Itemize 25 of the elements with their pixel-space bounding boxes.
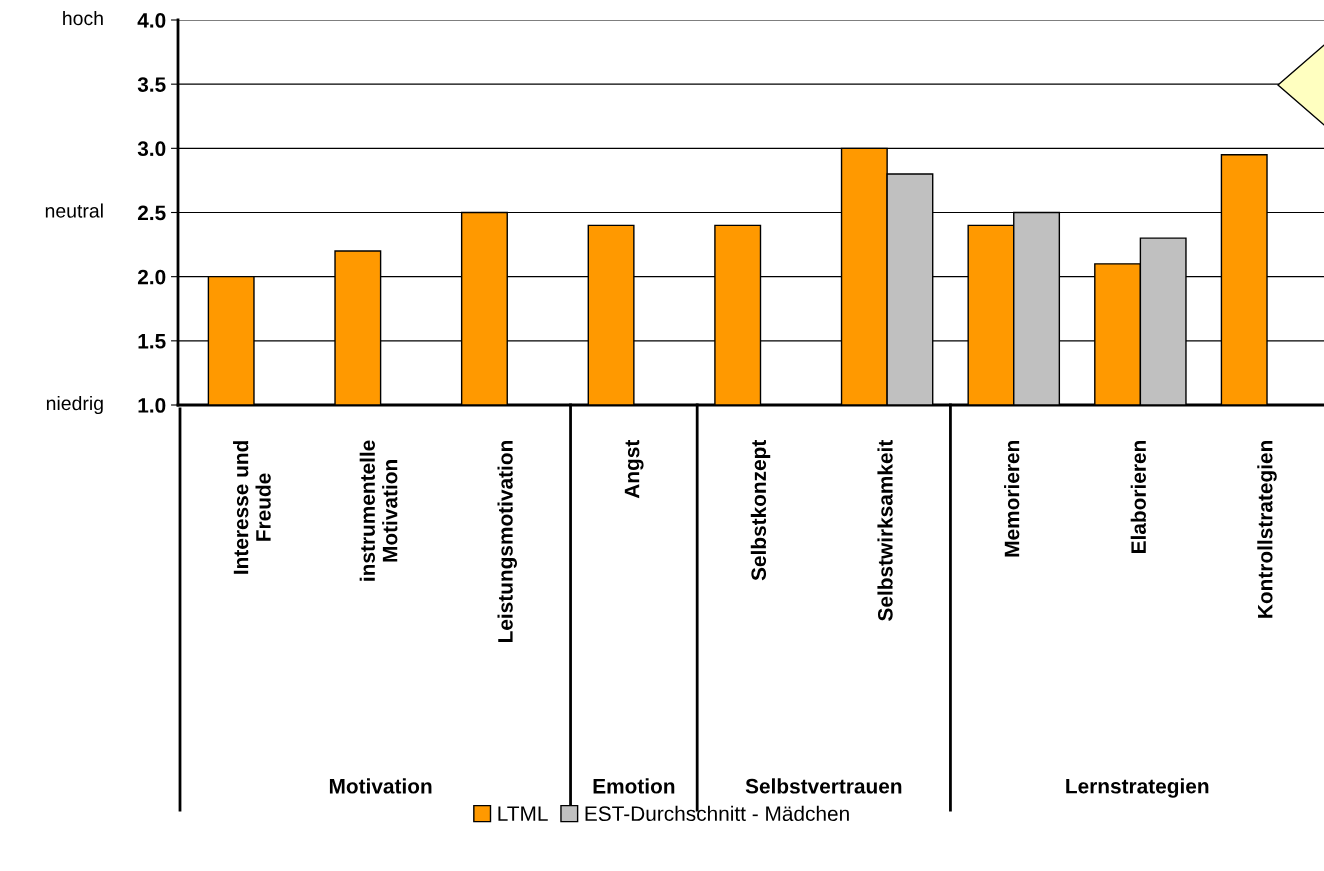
x-tick-label: Kontrollstrategien: [1257, 441, 1277, 618]
text: Motivation: [329, 778, 432, 794]
text: hoch: [63, 10, 103, 26]
legend-label: EST-Durchschnitt - Mädchen: [585, 805, 849, 822]
y-tick-label: 1.0: [138, 398, 166, 413]
x-tick-label: Angst: [624, 439, 644, 499]
legend-label: LTML: [498, 806, 548, 821]
x-tick-label: Memorieren: [1004, 441, 1020, 557]
y-tick-label: 2.0: [137, 269, 166, 285]
x-tick-label: Elaborieren: [1130, 441, 1146, 553]
text: Lernstrategien: [1066, 778, 1209, 798]
x-tick-label: instrumentelle Motivation: [359, 440, 398, 581]
y-tick-label: 3.0: [137, 141, 166, 157]
text: Emotion: [593, 778, 675, 794]
y-tick-label: 2.5: [137, 205, 166, 221]
x-tick-label: Interesse und Freude: [233, 441, 271, 574]
text: neutral: [45, 203, 103, 218]
x-tick-label: Leistungsmotivation: [497, 441, 517, 643]
y-tick-label: 1.5: [138, 334, 166, 349]
x-tick-label: Selbstkonzept: [750, 439, 771, 581]
y-tick-label: 4.0: [137, 13, 166, 28]
text: niedrig: [46, 395, 103, 415]
text: Selbstvertrauen: [745, 778, 902, 794]
x-tick-label: Selbstwirksamkeit: [877, 439, 893, 621]
y-tick-label: 3.5: [137, 77, 166, 92]
